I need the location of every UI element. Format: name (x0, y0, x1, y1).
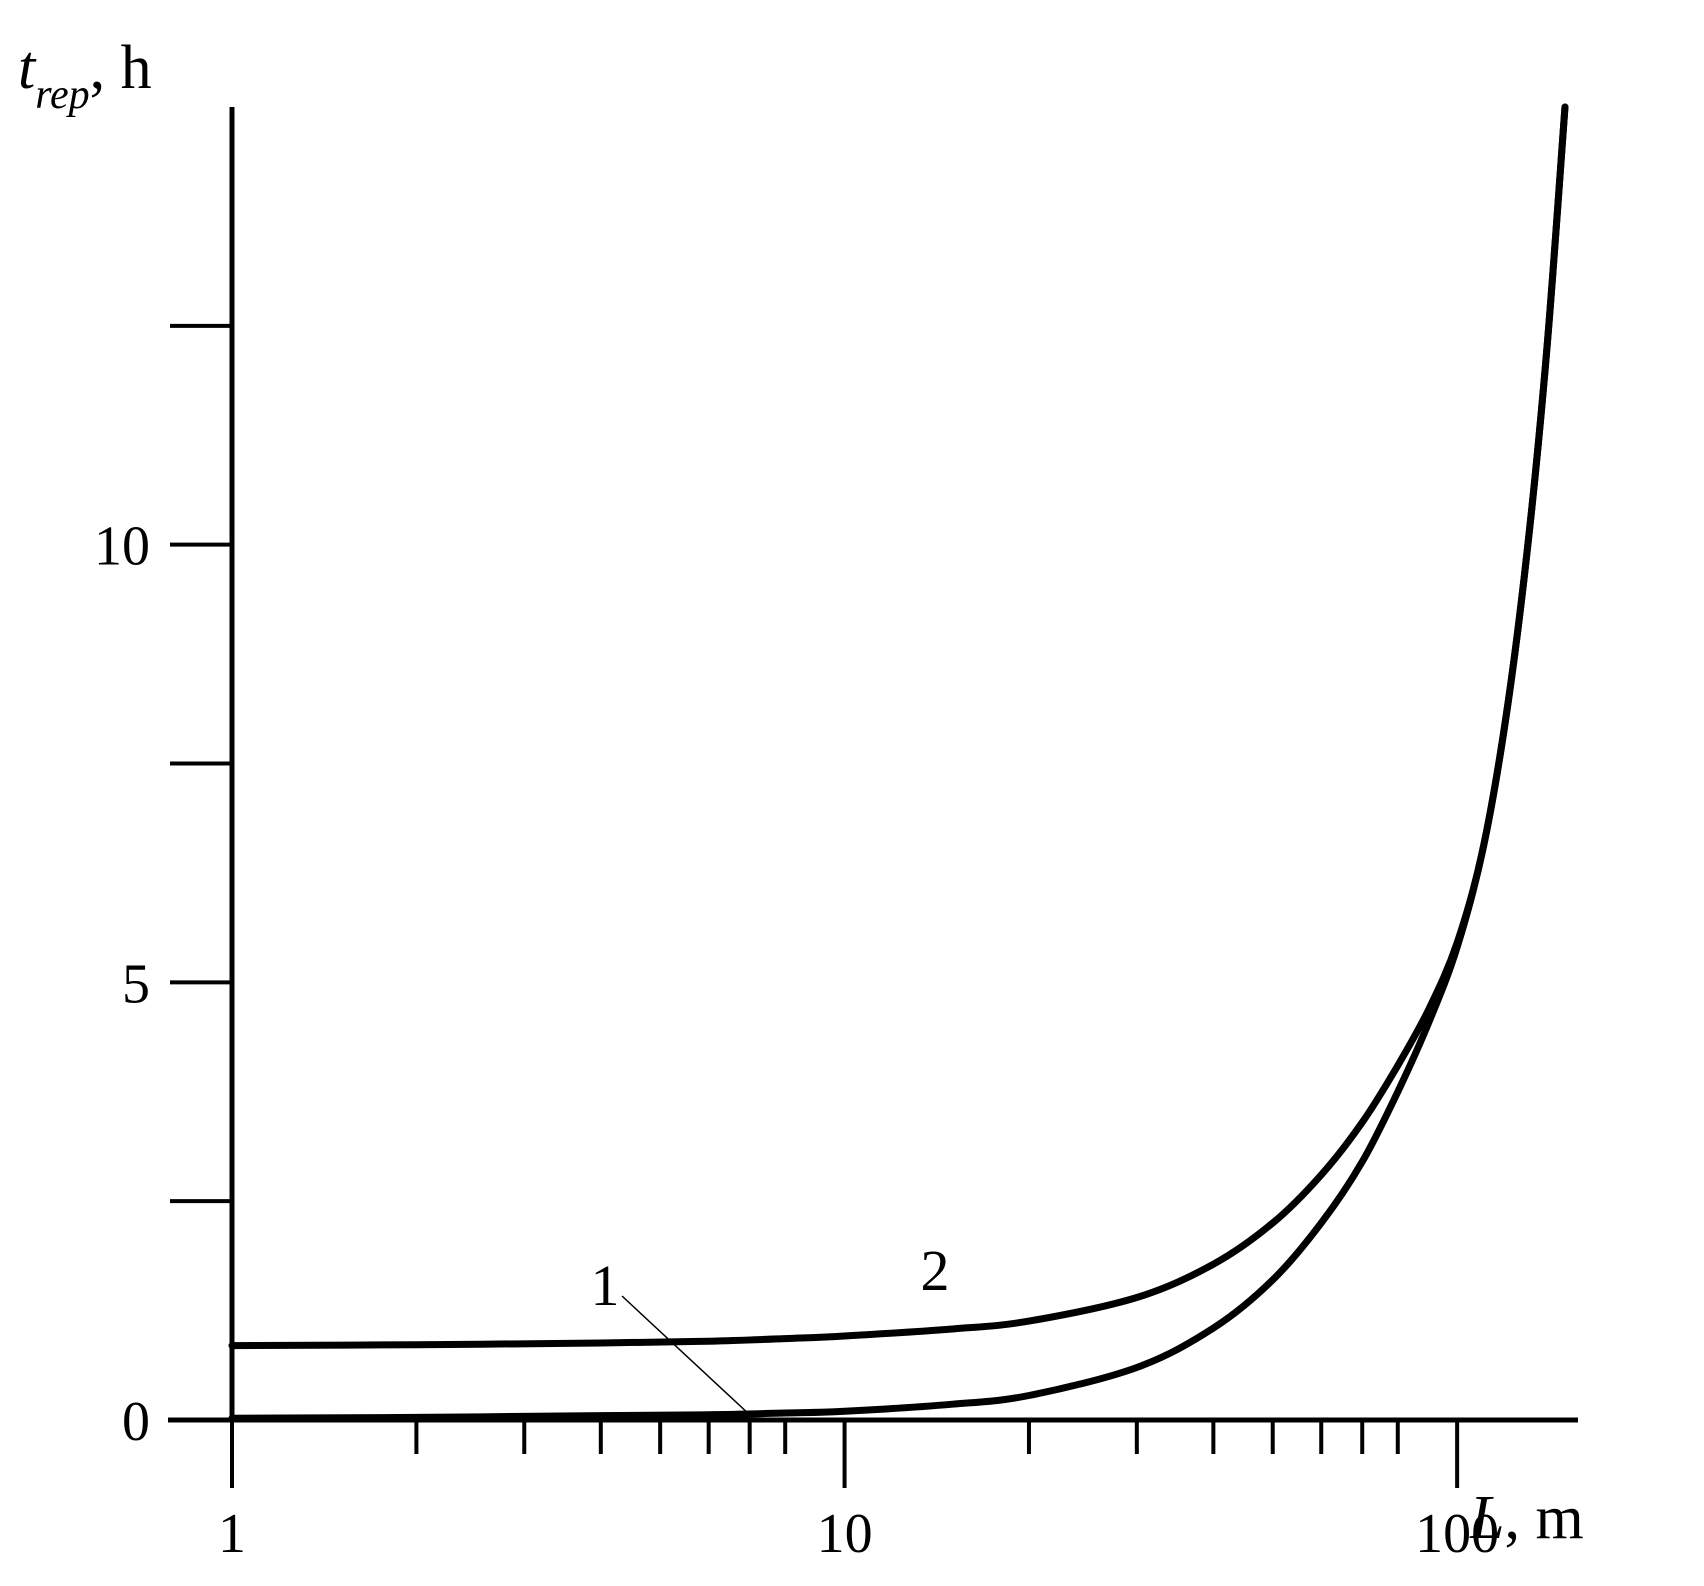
x-axis-label: L, m (1469, 1484, 1584, 1552)
ticks: 0 5 10 1 10 100 (94, 323, 1499, 1565)
y-tick-label: 0 (122, 1391, 150, 1453)
y-axis-unit: , h (90, 34, 152, 102)
series-2-line (228, 103, 1569, 1350)
x-tick-label: 10 (817, 1503, 873, 1565)
series-1-line (228, 103, 1569, 1422)
series-1-label: 1 (591, 1253, 620, 1318)
y-axis-subscript: rep (35, 72, 89, 118)
x-axis-symbol: L (1469, 1484, 1504, 1552)
curves (228, 103, 1569, 1422)
x-tick-label: 1 (218, 1503, 246, 1565)
y-tick-label: 10 (94, 516, 150, 578)
y-axis-label: trep, h (18, 34, 152, 118)
y-axis-symbol: t (18, 34, 37, 102)
series-1-leader-line (621, 1295, 751, 1416)
x-tick-label: 100 (1415, 1503, 1499, 1565)
y-tick-label: 5 (122, 953, 150, 1015)
x-axis-unit: , m (1504, 1484, 1583, 1552)
series-2-label: 2 (921, 1238, 950, 1303)
axes (168, 107, 1578, 1423)
